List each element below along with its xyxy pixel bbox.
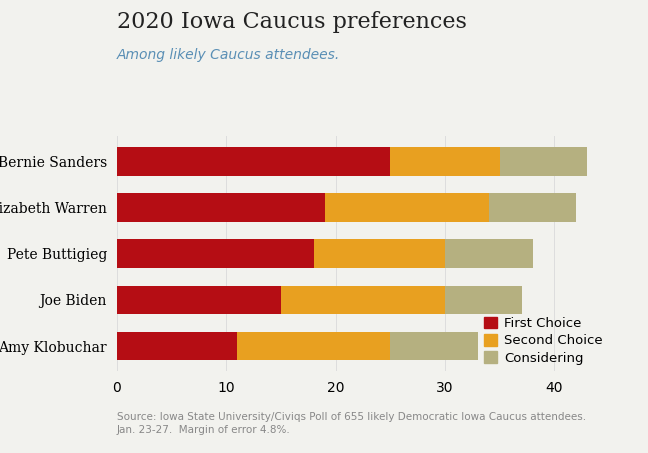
Bar [117,239,314,268]
Bar [445,285,522,314]
Bar [489,193,576,222]
Bar [117,147,390,176]
Text: Among likely Caucus attendees.: Among likely Caucus attendees. [117,48,340,62]
Bar [281,285,445,314]
Text: 2020 Iowa Caucus preferences: 2020 Iowa Caucus preferences [117,11,467,34]
Bar [325,193,489,222]
Bar [237,332,390,361]
Text: Source: Iowa State University/Civiqs Poll of 655 likely Democratic Iowa Caucus a: Source: Iowa State University/Civiqs Pol… [117,412,586,435]
Bar [390,147,500,176]
Bar [117,193,325,222]
Bar [500,147,587,176]
Bar [314,239,445,268]
Bar [445,239,533,268]
Bar [117,332,237,361]
Bar [117,285,281,314]
Bar [390,332,478,361]
Legend: First Choice, Second Choice, Considering: First Choice, Second Choice, Considering [484,317,603,365]
